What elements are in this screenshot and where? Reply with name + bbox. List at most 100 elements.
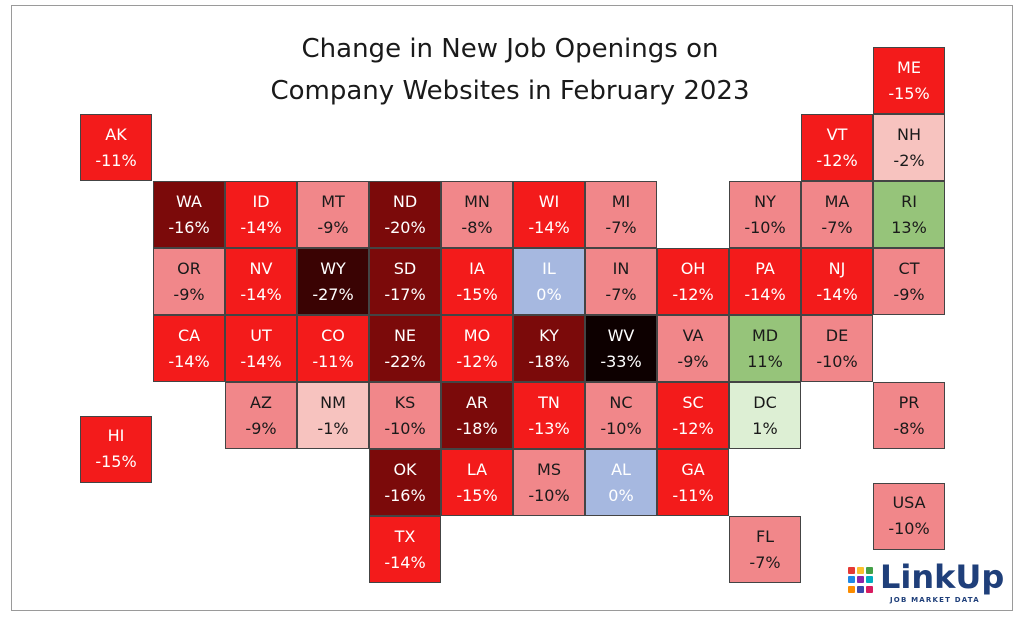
state-tile-tn: TN -13% <box>513 382 585 449</box>
state-tile-ga: GA -11% <box>657 449 729 516</box>
state-value-label: -15% <box>456 284 498 304</box>
state-value-label: -17% <box>384 284 426 304</box>
state-code-label: SC <box>682 392 704 412</box>
state-value-label: -33% <box>600 351 642 371</box>
state-value-label: -9% <box>245 418 277 438</box>
state-tile-de: DE -10% <box>801 315 873 382</box>
state-tile-ca: CA -14% <box>153 315 225 382</box>
state-code-label: SD <box>393 258 417 278</box>
state-code-label: MT <box>321 191 345 211</box>
state-value-label: -8% <box>893 418 925 438</box>
state-code-label: ND <box>392 191 418 211</box>
state-code-label: NE <box>393 325 417 345</box>
state-code-label: IL <box>542 258 556 278</box>
state-value-label: 13% <box>891 217 927 237</box>
state-value-label: 0% <box>608 485 634 505</box>
state-code-label: AR <box>465 392 489 412</box>
state-value-label: 0% <box>536 284 562 304</box>
state-code-label: VT <box>826 124 848 144</box>
state-code-label: IA <box>469 258 485 278</box>
state-value-label: -8% <box>461 217 493 237</box>
state-code-label: ME <box>897 57 921 77</box>
state-code-label: ID <box>252 191 270 211</box>
state-tile-nd: ND -20% <box>369 181 441 248</box>
state-code-label: WV <box>607 325 635 345</box>
chart-title: Change in New Job Openings on Company We… <box>220 28 800 112</box>
state-tile-il: IL 0% <box>513 248 585 315</box>
state-code-label: RI <box>901 191 917 211</box>
state-code-label: OH <box>680 258 706 278</box>
linkup-logo-wordmark: LinkUp <box>880 558 1005 596</box>
state-value-label: -14% <box>168 351 210 371</box>
state-tile-co: CO -11% <box>297 315 369 382</box>
state-value-label: -16% <box>384 485 426 505</box>
state-value-label: -9% <box>677 351 709 371</box>
state-tile-fl: FL -7% <box>729 516 801 583</box>
state-tile-mi: MI -7% <box>585 181 657 248</box>
state-value-label: -14% <box>816 284 858 304</box>
state-tile-ma: MA -7% <box>801 181 873 248</box>
state-tile-nv: NV -14% <box>225 248 297 315</box>
state-code-label: MA <box>824 191 850 211</box>
state-tile-ny: NY -10% <box>729 181 801 248</box>
state-code-label: IN <box>612 258 630 278</box>
state-value-label: -10% <box>384 418 426 438</box>
state-tile-sc: SC -12% <box>657 382 729 449</box>
state-value-label: -7% <box>749 552 781 572</box>
state-tile-ks: KS -10% <box>369 382 441 449</box>
state-tile-ne: NE -22% <box>369 315 441 382</box>
state-value-label: -18% <box>528 351 570 371</box>
state-code-label: VA <box>682 325 704 345</box>
state-tile-mn: MN -8% <box>441 181 513 248</box>
state-value-label: -27% <box>312 284 354 304</box>
state-code-label: DE <box>825 325 849 345</box>
state-tile-oh: OH -12% <box>657 248 729 315</box>
state-tile-va: VA -9% <box>657 315 729 382</box>
state-value-label: -9% <box>893 284 925 304</box>
state-tile-pa: PA -14% <box>729 248 801 315</box>
state-code-label: USA <box>892 493 926 512</box>
state-value-label: -14% <box>384 552 426 572</box>
state-code-label: CA <box>177 325 201 345</box>
state-value-label: -1% <box>317 418 349 438</box>
state-tile-usa: USA -10% <box>873 482 945 550</box>
state-value-label: -22% <box>384 351 426 371</box>
state-value-label: -12% <box>456 351 498 371</box>
state-tile-md: MD 11% <box>729 315 801 382</box>
linkup-logo-icon <box>848 567 874 593</box>
state-value-label: -7% <box>605 284 637 304</box>
state-tile-id: ID -14% <box>225 181 297 248</box>
state-value-label: -16% <box>168 217 210 237</box>
state-value-label: -10% <box>816 351 858 371</box>
state-tile-sd: SD -17% <box>369 248 441 315</box>
state-code-label: CO <box>321 325 345 345</box>
state-code-label: WI <box>538 191 560 211</box>
state-value-label: 11% <box>747 351 783 371</box>
state-tile-ct: CT -9% <box>873 248 945 315</box>
state-code-label: UT <box>250 325 272 345</box>
state-code-label: OR <box>177 258 201 278</box>
state-tile-wa: WA -16% <box>153 181 225 248</box>
state-tile-ms: MS -10% <box>513 449 585 516</box>
state-tile-me: ME -15% <box>873 47 945 114</box>
state-tile-wi: WI -14% <box>513 181 585 248</box>
state-code-label: TN <box>538 392 560 412</box>
state-code-label: WY <box>320 258 346 278</box>
state-tile-or: OR -9% <box>153 248 225 315</box>
state-tile-al: AL 0% <box>585 449 657 516</box>
state-code-label: TX <box>394 526 416 546</box>
state-code-label: NV <box>249 258 273 278</box>
state-code-label: NY <box>754 191 776 211</box>
state-tile-dc: DC 1% <box>729 382 801 449</box>
state-value-label: -14% <box>240 284 282 304</box>
state-tile-ut: UT -14% <box>225 315 297 382</box>
state-value-label: -14% <box>528 217 570 237</box>
linkup-logo-tagline: JOB MARKET DATA <box>890 596 980 604</box>
state-value-label: -10% <box>528 485 570 505</box>
state-code-label: CT <box>898 258 920 278</box>
state-tile-ia: IA -15% <box>441 248 513 315</box>
state-tile-mt: MT -9% <box>297 181 369 248</box>
state-code-label: HI <box>107 426 125 445</box>
state-value-label: -12% <box>672 418 714 438</box>
